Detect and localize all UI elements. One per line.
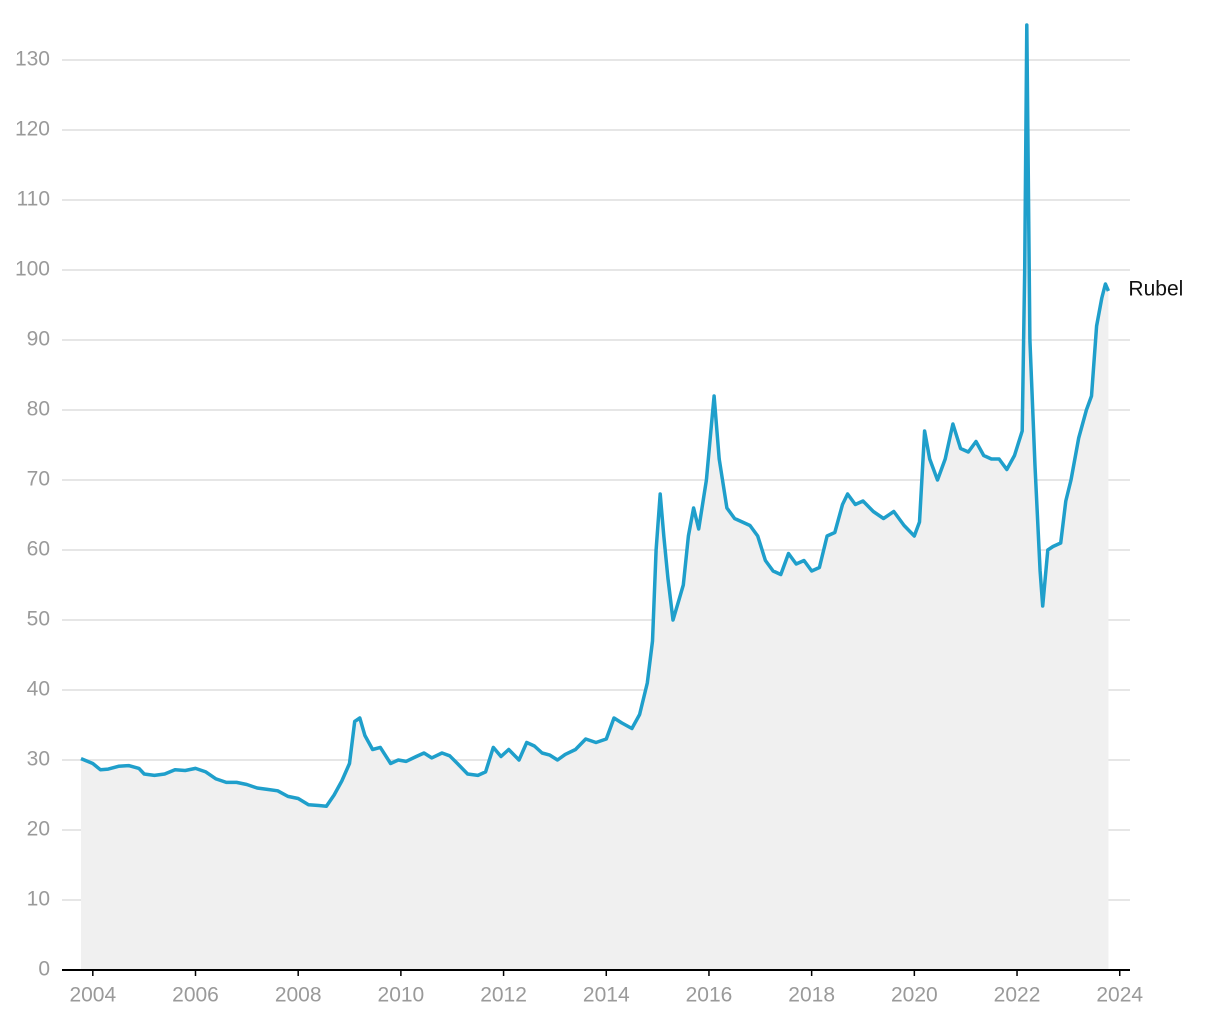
y-tick-label: 80 <box>27 398 50 421</box>
x-tick-label: 2006 <box>172 984 219 1007</box>
x-tick-label: 2016 <box>686 984 733 1007</box>
x-tick-label: 2008 <box>275 984 322 1007</box>
y-tick-label: 0 <box>38 958 50 981</box>
y-tick-label: 30 <box>27 748 50 771</box>
x-tick-label: 2018 <box>788 984 835 1007</box>
y-tick-label: 130 <box>15 48 50 71</box>
y-tick-label: 120 <box>15 118 50 141</box>
y-tick-label: 40 <box>27 678 50 701</box>
y-tick-label: 50 <box>27 608 50 631</box>
y-tick-label: 100 <box>15 258 50 281</box>
area <box>80 25 1109 970</box>
x-tick-label: 2020 <box>891 984 938 1007</box>
x-tick-label: 2014 <box>583 984 630 1007</box>
y-tick-label: 70 <box>27 468 50 491</box>
series-label: Rubel <box>1128 278 1183 301</box>
x-tick-label: 2010 <box>378 984 425 1007</box>
y-tick-label: 90 <box>27 328 50 351</box>
y-tick-label: 110 <box>17 188 50 211</box>
y-tick-label: 20 <box>27 818 50 841</box>
y-tick-label: 10 <box>27 888 50 911</box>
x-tick-label: 2024 <box>1096 984 1143 1007</box>
x-tick-label: 2022 <box>994 984 1041 1007</box>
x-tick-label: 2004 <box>69 984 116 1007</box>
line <box>80 23 1111 808</box>
x-tick-label: 2012 <box>480 984 527 1007</box>
y-tick-label: 60 <box>27 538 50 561</box>
